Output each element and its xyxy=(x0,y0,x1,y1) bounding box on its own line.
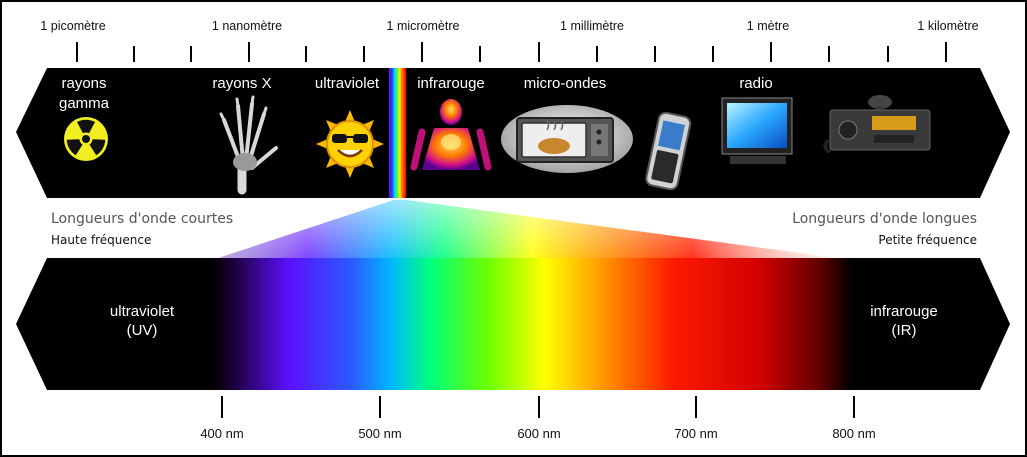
scale-label-kilometre: 1 kilomètre xyxy=(917,19,978,33)
thermal-body-icon xyxy=(410,99,492,171)
nm-label-400: 400 nm xyxy=(200,426,243,441)
nanometre-scale: 400 nm 500 nm 600 nm 700 nm 800 nm xyxy=(200,396,876,441)
short-wavelength-subtitle: Haute fréquence xyxy=(51,233,151,247)
television-icon xyxy=(721,97,793,164)
band-label-ir: infrarouge xyxy=(417,75,485,92)
band-label-gamma-line1: rayons xyxy=(61,75,106,92)
nm-label-600: 600 nm xyxy=(517,426,560,441)
band-label-radio: radio xyxy=(739,75,772,92)
visible-spectrum-gradient xyxy=(212,258,852,390)
spectrum-ir-label-line2: (IR) xyxy=(892,322,917,339)
mobile-phone-icon xyxy=(645,111,692,191)
scale-label-millimetre: 1 millimètre xyxy=(560,19,624,33)
nm-label-800: 800 nm xyxy=(832,426,875,441)
spectrum-uv-label-line2: (UV) xyxy=(127,322,158,339)
nm-label-500: 500 nm xyxy=(358,426,401,441)
visible-light-strip xyxy=(389,68,406,198)
short-wavelength-title: Longueurs d'onde courtes xyxy=(51,211,233,227)
scale-label-micrometre: 1 micromètre xyxy=(387,19,460,33)
spectrum-uv-label-line1: ultraviolet xyxy=(110,303,175,320)
scale-label-picometre: 1 picomètre xyxy=(40,19,105,33)
band-label-gamma-line2: gamma xyxy=(59,95,110,112)
spectrum-ir-label-line1: infrarouge xyxy=(870,303,938,320)
band-label-uv: ultraviolet xyxy=(315,75,380,92)
microwave-oven-icon xyxy=(501,105,633,173)
radio-transceiver-icon xyxy=(823,95,931,154)
wavelength-scale: 1 picomètre 1 nanomètre 1 micromètre 1 m… xyxy=(40,19,979,62)
scale-label-nanometre: 1 nanomètre xyxy=(212,19,282,33)
spectrum-projection-highlight xyxy=(212,200,852,260)
radiation-icon xyxy=(64,117,108,161)
long-wavelength-title: Longueurs d'onde longues xyxy=(792,211,977,227)
nm-label-700: 700 nm xyxy=(674,426,717,441)
sun-icon xyxy=(316,110,384,178)
band-label-microwave: micro-ondes xyxy=(524,75,607,92)
hand-xray-icon xyxy=(219,95,278,195)
scale-label-metre: 1 mètre xyxy=(747,19,789,33)
long-wavelength-subtitle: Petite fréquence xyxy=(878,233,977,247)
band-label-xray: rayons X xyxy=(212,75,271,92)
